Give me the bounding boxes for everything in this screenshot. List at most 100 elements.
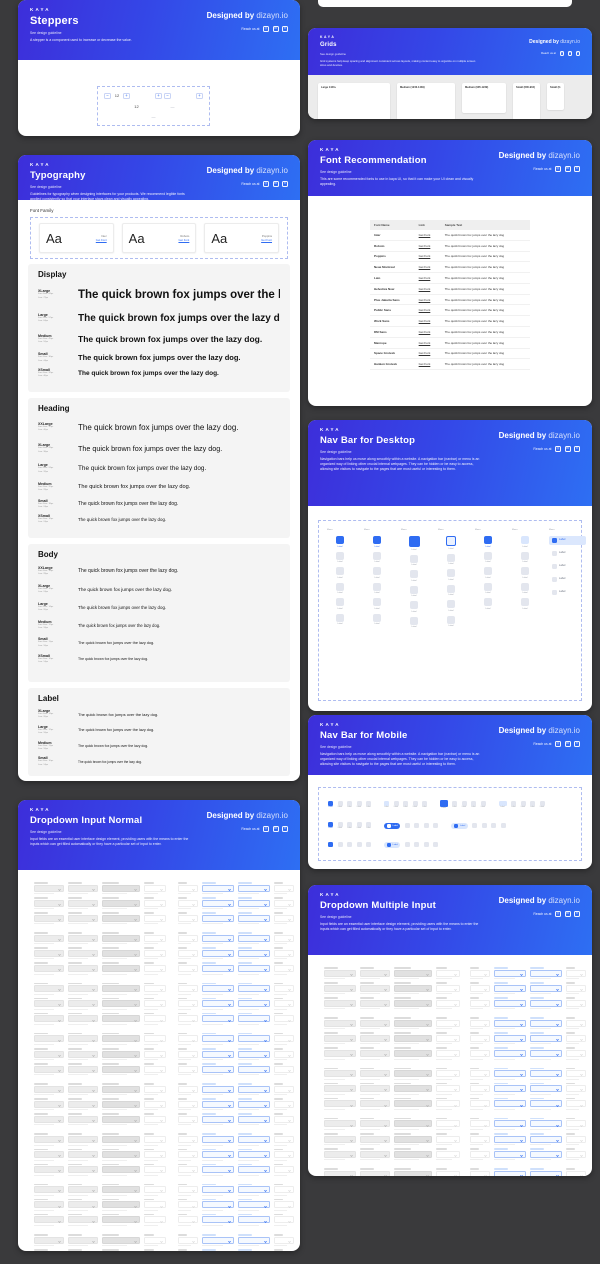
dropdown-field[interactable] xyxy=(238,934,270,942)
dropdown-input[interactable] xyxy=(202,1213,234,1226)
dropdown-field[interactable] xyxy=(34,1065,64,1073)
dropdown-field[interactable] xyxy=(324,1120,356,1128)
get-font-link[interactable]: Get Font xyxy=(261,238,273,242)
dropdown-field[interactable] xyxy=(566,984,586,992)
dropdown-input[interactable] xyxy=(102,1213,140,1226)
social-linkedin-icon[interactable]: in xyxy=(564,741,571,747)
nav-item[interactable]: Label xyxy=(484,536,492,548)
dropdown-input[interactable] xyxy=(566,1132,586,1146)
nav-item[interactable]: Label xyxy=(403,801,408,809)
dropdown-input[interactable] xyxy=(530,1017,562,1030)
font-family-card[interactable]: Aa Roboto Get Font xyxy=(121,223,197,253)
get-font-link[interactable]: Get Font xyxy=(414,272,441,284)
nav-item[interactable]: Label xyxy=(373,551,381,563)
font-family-card[interactable]: Aa Poppins Get Font xyxy=(204,223,280,253)
dropdown-input[interactable] xyxy=(360,1067,390,1080)
dropdown-field[interactable] xyxy=(436,1100,460,1108)
dropdown-input[interactable] xyxy=(144,1183,166,1196)
dropdown-input[interactable] xyxy=(144,1233,166,1247)
dropdown-field[interactable] xyxy=(102,965,140,973)
dropdown-input[interactable] xyxy=(360,1132,390,1146)
dropdown-input[interactable] xyxy=(68,1163,98,1176)
dropdown-input[interactable] xyxy=(34,982,64,995)
social-instagram-icon[interactable]: ◎ xyxy=(555,446,561,452)
nav-item[interactable]: Label xyxy=(521,582,529,594)
dropdown-field[interactable] xyxy=(360,1170,390,1176)
dropdown-input[interactable] xyxy=(238,982,270,995)
dropdown-field[interactable] xyxy=(238,1035,270,1043)
dropdown-input[interactable] xyxy=(178,997,198,1010)
dropdown-field[interactable] xyxy=(144,965,166,973)
dropdown-field[interactable] xyxy=(68,1035,98,1043)
nav-item[interactable]: Label xyxy=(521,567,529,579)
dropdown-field[interactable] xyxy=(274,965,294,973)
stepper-decrement-button[interactable]: − xyxy=(104,92,111,99)
get-font-link[interactable]: Get Font xyxy=(95,238,107,242)
dropdown-input[interactable] xyxy=(436,1017,460,1030)
dropdown-input[interactable] xyxy=(178,1183,198,1196)
dropdown-field[interactable] xyxy=(274,934,294,942)
dropdown-field[interactable] xyxy=(394,1100,432,1108)
dropdown-field[interactable] xyxy=(102,1136,140,1143)
dropdown-field[interactable] xyxy=(178,1050,198,1058)
dropdown-field[interactable] xyxy=(530,969,562,977)
nav-item[interactable]: Label xyxy=(452,801,457,809)
dropdown-input[interactable] xyxy=(360,1168,390,1176)
dropdown-field[interactable] xyxy=(144,1015,166,1023)
dropdown-field[interactable] xyxy=(324,999,356,1007)
dropdown-input[interactable] xyxy=(68,1148,98,1161)
dropdown-input[interactable] xyxy=(102,1012,140,1025)
dropdown-input[interactable] xyxy=(494,1132,526,1146)
dropdown-field[interactable] xyxy=(68,899,98,907)
nav-item[interactable]: Label xyxy=(373,582,381,594)
dropdown-field[interactable] xyxy=(274,1151,294,1159)
dropdown-input[interactable] xyxy=(494,1168,526,1176)
dropdown-input[interactable] xyxy=(102,1133,140,1146)
dropdown-field[interactable] xyxy=(34,1015,64,1023)
dropdown-field[interactable] xyxy=(202,1136,234,1143)
dropdown-field[interactable] xyxy=(202,985,234,993)
dropdown-input[interactable] xyxy=(530,1067,562,1080)
dropdown-field[interactable] xyxy=(394,969,432,977)
dropdown-input[interactable] xyxy=(566,1117,586,1130)
dropdown-field[interactable] xyxy=(324,969,356,977)
social-x-icon[interactable]: ✕ xyxy=(282,26,288,32)
dropdown-field[interactable] xyxy=(394,984,432,992)
dropdown-field[interactable] xyxy=(470,1135,490,1143)
nav-item[interactable]: Label xyxy=(356,821,362,830)
dropdown-field[interactable] xyxy=(530,984,562,992)
dropdown-input[interactable] xyxy=(360,967,390,980)
dropdown-input[interactable] xyxy=(144,1249,166,1251)
dropdown-field[interactable] xyxy=(360,1034,390,1042)
dropdown-field[interactable] xyxy=(144,1115,166,1123)
see-guideline-link[interactable]: See design guideline xyxy=(320,51,346,56)
dropdown-input[interactable] xyxy=(238,1148,270,1161)
get-font-link[interactable]: Get Font xyxy=(414,294,441,306)
see-guideline-link[interactable]: See design guideline xyxy=(30,30,62,35)
nav-item[interactable]: Label xyxy=(356,801,362,809)
nav-item[interactable] xyxy=(328,842,333,848)
dropdown-input[interactable] xyxy=(394,1117,432,1130)
dropdown-field[interactable] xyxy=(178,1100,198,1108)
dropdown-input[interactable] xyxy=(274,982,294,995)
dropdown-input[interactable] xyxy=(144,1032,166,1045)
dropdown-input[interactable] xyxy=(470,1032,490,1045)
dropdown-field[interactable] xyxy=(566,1170,586,1176)
dropdown-input[interactable] xyxy=(144,1198,166,1211)
nav-item[interactable]: Label xyxy=(498,801,507,809)
dropdown-input[interactable] xyxy=(274,1047,294,1061)
get-font-link[interactable]: Get Font xyxy=(414,283,441,295)
nav-item[interactable]: Label xyxy=(410,616,418,628)
dropdown-field[interactable] xyxy=(178,1035,198,1043)
dropdown-field[interactable] xyxy=(144,1136,166,1143)
dropdown-input[interactable] xyxy=(566,1067,586,1080)
dropdown-field[interactable] xyxy=(274,1216,294,1224)
dropdown-input[interactable] xyxy=(566,982,586,995)
dropdown-field[interactable] xyxy=(34,899,64,907)
dropdown-input[interactable] xyxy=(202,1233,234,1247)
nav-item[interactable] xyxy=(356,842,362,848)
see-guideline-link[interactable]: See design guideline xyxy=(320,169,352,174)
nav-item[interactable]: Label xyxy=(484,551,492,563)
social-instagram-icon[interactable]: ◎ xyxy=(263,26,269,32)
dropdown-input[interactable] xyxy=(530,997,562,1010)
